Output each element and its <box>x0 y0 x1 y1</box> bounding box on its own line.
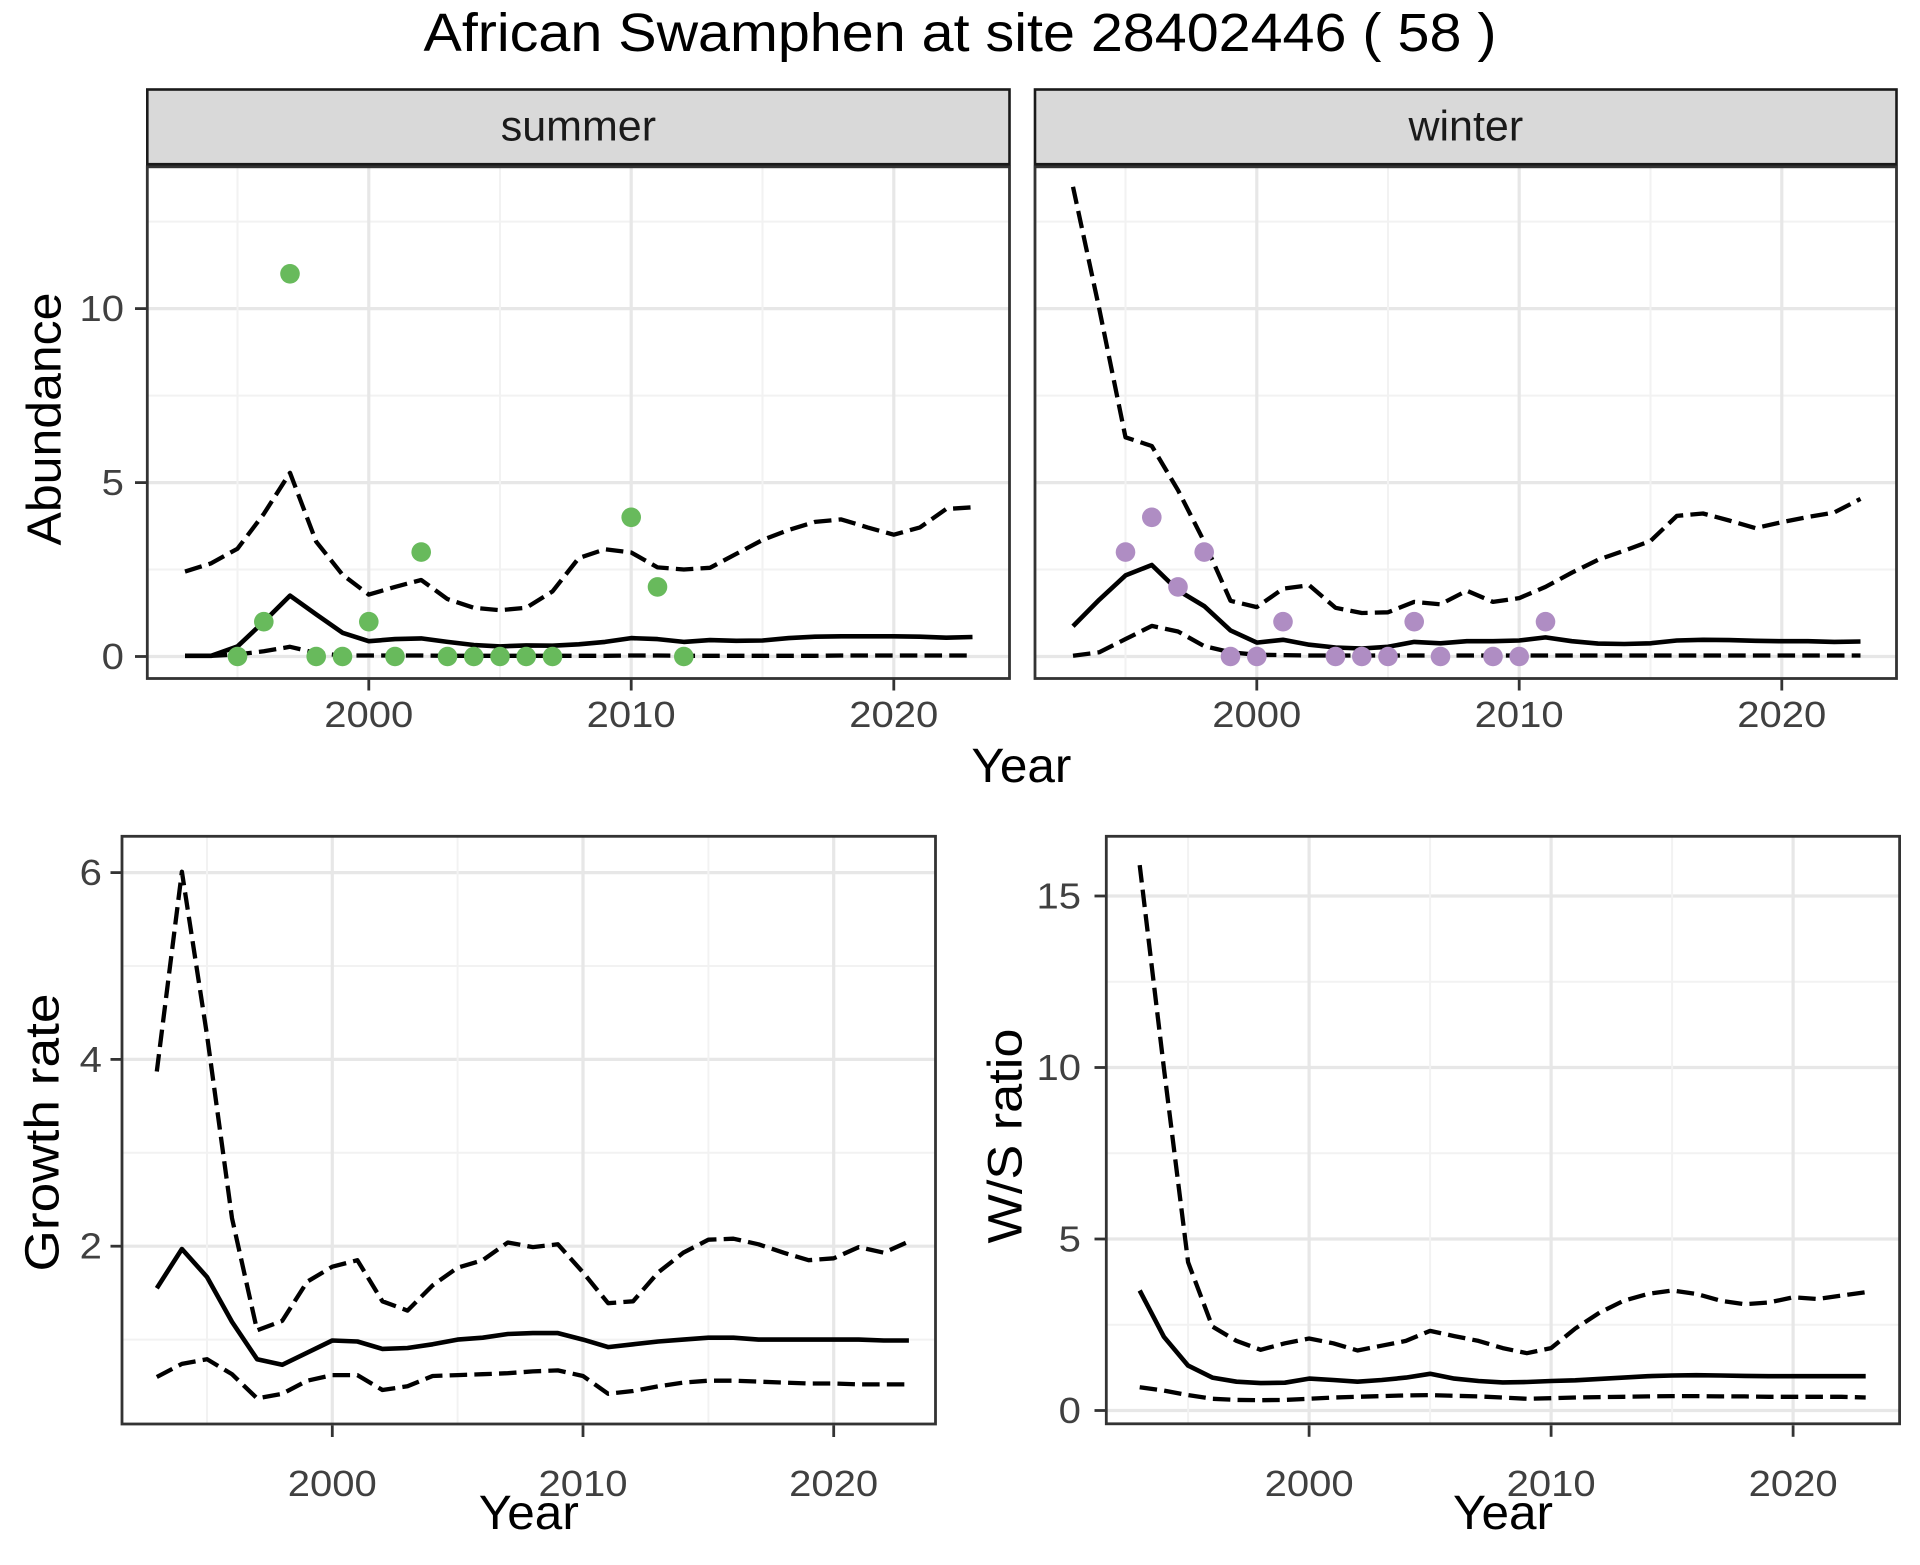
svg-text:2020: 2020 <box>789 1463 878 1504</box>
svg-text:2000: 2000 <box>1265 1463 1354 1504</box>
svg-text:2000: 2000 <box>288 1463 377 1504</box>
svg-text:2010: 2010 <box>1475 694 1564 735</box>
svg-text:2020: 2020 <box>1749 1463 1838 1504</box>
svg-text:2000: 2000 <box>1212 694 1301 735</box>
svg-text:0: 0 <box>1059 1390 1081 1431</box>
svg-text:African Swamphen at site 28402: African Swamphen at site 28402446 ( 58 ) <box>424 3 1497 63</box>
svg-text:Growth rate: Growth rate <box>16 994 70 1272</box>
svg-text:W/S ratio: W/S ratio <box>979 1029 1033 1244</box>
svg-text:winter: winter <box>1407 103 1523 151</box>
svg-text:10: 10 <box>80 288 125 329</box>
svg-text:10: 10 <box>1037 1047 1082 1088</box>
svg-text:15: 15 <box>1037 876 1082 917</box>
svg-text:5: 5 <box>1059 1219 1081 1260</box>
svg-text:2010: 2010 <box>587 694 676 735</box>
svg-text:Year: Year <box>971 740 1071 793</box>
svg-text:5: 5 <box>102 462 124 503</box>
svg-text:2020: 2020 <box>849 694 938 735</box>
svg-text:2: 2 <box>80 1226 102 1267</box>
svg-text:6: 6 <box>80 852 102 893</box>
svg-text:2010: 2010 <box>539 1463 628 1504</box>
svg-text:summer: summer <box>501 103 656 151</box>
svg-text:Abundance: Abundance <box>18 293 72 546</box>
svg-text:Year: Year <box>1453 1487 1553 1540</box>
svg-text:Year: Year <box>479 1487 579 1540</box>
svg-text:4: 4 <box>80 1039 102 1080</box>
svg-text:2010: 2010 <box>1507 1463 1596 1504</box>
svg-text:2020: 2020 <box>1737 694 1826 735</box>
svg-text:0: 0 <box>102 636 124 677</box>
svg-text:2000: 2000 <box>324 694 413 735</box>
